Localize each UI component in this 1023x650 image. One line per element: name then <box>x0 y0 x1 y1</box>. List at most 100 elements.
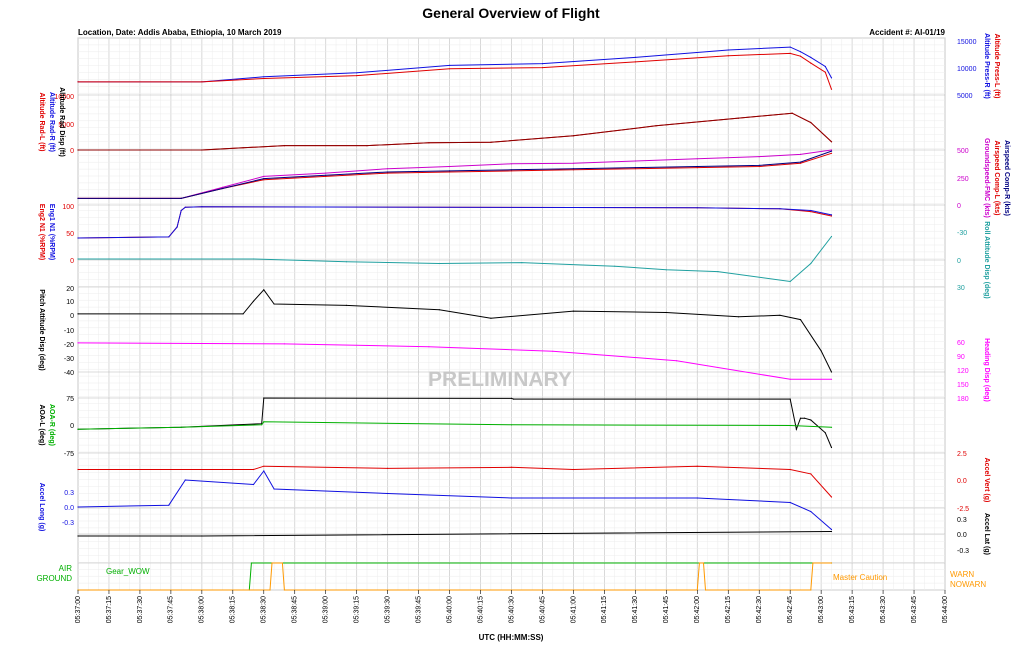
series-point <box>261 424 263 426</box>
x-tick-label: 05:39:15 <box>354 596 361 623</box>
series-point <box>727 49 729 51</box>
series-point <box>810 510 812 513</box>
y-tick-label: 500 <box>957 148 969 155</box>
series-point <box>696 497 698 499</box>
series-line-discretes-1 <box>78 562 832 591</box>
series-point <box>77 81 79 83</box>
y-tick-label: 50 <box>66 231 74 238</box>
series-point <box>263 77 265 80</box>
x-tick-label: 05:43:15 <box>849 596 856 623</box>
y-tick-label: 20 <box>66 286 74 293</box>
series-point <box>180 426 182 428</box>
panel-n1: 100 50 0 Eng2 N1 (%RPM) Eng1 N1 (%RPM) <box>38 204 833 265</box>
series-point <box>634 168 637 170</box>
series-point <box>201 81 203 83</box>
series-point <box>696 207 698 209</box>
y-tick-label: 0 <box>70 258 74 265</box>
series-point <box>698 562 701 564</box>
series-point <box>387 171 389 173</box>
series-point <box>263 76 265 78</box>
y-tick-label: 120 <box>957 368 969 375</box>
panel-accel-long: 0.3 0.0 -0.3 Accel Long (g) <box>38 470 833 531</box>
series-point <box>77 149 79 151</box>
series-point <box>77 428 79 430</box>
series-point <box>552 350 554 352</box>
y-tick-label: -2.5 <box>957 506 969 513</box>
x-tick-label: 05:40:15 <box>477 596 484 623</box>
chart-title: General Overview of Flight <box>422 5 600 21</box>
y-tick-label: 0.0 <box>64 505 74 512</box>
series-point <box>799 417 802 419</box>
series-point <box>356 72 358 74</box>
axis-label: AOA-L (deg) <box>38 404 45 445</box>
x-tick-labels: 05:37:00 05:37:15 05:37:30 05:37:45 05:38:00… <box>75 590 949 623</box>
series-point <box>510 169 513 171</box>
series-line-accel-lat-0 <box>78 531 832 537</box>
series-point <box>438 309 440 311</box>
series-point <box>665 311 667 314</box>
series-point <box>824 432 826 434</box>
series-point <box>77 313 79 315</box>
y-tick-label: 0.3 <box>64 490 74 497</box>
series-point <box>449 170 451 172</box>
series-point <box>789 280 791 283</box>
panel-accel-vert: 2.5 0.0 -2.5 Accel Vert (g) <box>77 451 990 513</box>
series-point <box>810 121 812 124</box>
series-point <box>513 398 515 400</box>
y-tick-label: 2.5 <box>957 451 967 458</box>
series-point <box>541 67 544 69</box>
series-point <box>325 175 327 177</box>
series-point <box>830 88 833 90</box>
series-point <box>242 147 244 149</box>
y-tick-label: 0.3 <box>957 517 967 524</box>
series-point <box>789 46 791 48</box>
series-point <box>490 141 492 143</box>
series-point <box>180 535 182 537</box>
axis-label: Eng2 N1 (%RPM) <box>38 204 45 260</box>
series-point <box>263 179 265 181</box>
series-point <box>252 300 255 302</box>
series-point <box>789 378 791 380</box>
series-point <box>704 589 707 591</box>
y-tick-label: 180 <box>957 396 969 403</box>
y-tick-label: 0 <box>70 313 74 320</box>
series-point <box>634 160 637 162</box>
series-point <box>810 589 812 591</box>
series-point <box>810 473 812 475</box>
series-point <box>438 262 440 265</box>
series-point <box>791 112 793 114</box>
y-tick-label: 0 <box>70 423 74 430</box>
y-tick-label: 250 <box>957 176 969 183</box>
series-point <box>830 152 833 154</box>
series-point <box>779 208 781 210</box>
series-point <box>263 289 265 291</box>
y-tick-label: 10 <box>66 299 74 306</box>
y-tick-label: -0.3 <box>62 520 74 527</box>
series-point <box>799 55 802 57</box>
axis-label: Eng1 N1 (%RPM) <box>48 204 55 260</box>
series-point <box>727 55 729 57</box>
series-point <box>812 562 814 564</box>
series-point <box>810 56 812 59</box>
series-point <box>77 197 79 199</box>
series-point <box>77 506 79 508</box>
series-point <box>830 77 833 79</box>
x-tick-label: 05:43:00 <box>818 596 825 623</box>
series-point <box>830 141 833 143</box>
series-line-altitude-rad-1 <box>78 112 832 151</box>
axis-label: Accel Lat (g) <box>983 513 990 555</box>
y-tick-label: 10000 <box>55 94 75 101</box>
y-tick-label: 60 <box>957 340 965 347</box>
series-point <box>449 64 451 66</box>
series-point <box>830 446 833 449</box>
axis-label: Roll Attitude Disp (deg) <box>983 221 990 299</box>
x-tick-label: 05:43:30 <box>880 596 887 623</box>
series-line-accel-long-0 <box>77 470 832 530</box>
series-line-altitude-press-0 <box>78 46 832 83</box>
x-tick-label: 05:38:15 <box>230 596 237 623</box>
series-point <box>273 303 275 305</box>
series-point <box>799 319 802 321</box>
x-tick-label: 05:40:30 <box>508 596 515 623</box>
series-point <box>614 265 616 267</box>
x-tick-label: 05:44:00 <box>942 596 949 623</box>
